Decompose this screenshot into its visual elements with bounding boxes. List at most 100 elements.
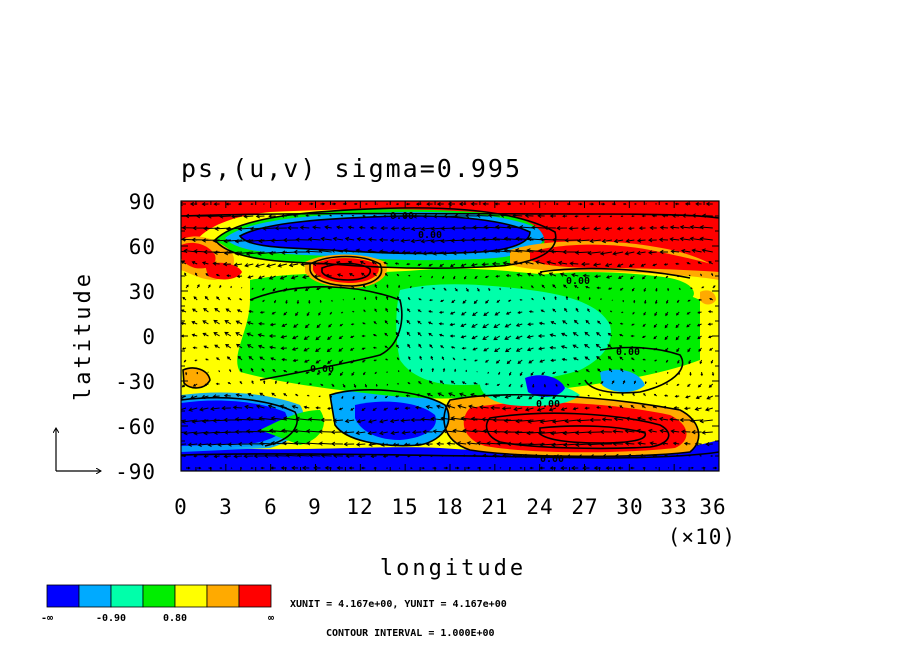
field-region [540,272,694,303]
wind-vector-head [187,466,191,470]
wind-vector-head [359,260,364,265]
wind-vector [235,418,254,421]
wind-vector-head [173,226,176,230]
wind-vector-head [593,466,598,471]
wind-vector [256,405,265,409]
wind-vector-head [517,441,522,447]
wind-vector [504,237,523,241]
wind-vector [453,429,467,433]
wind-vector-head [481,393,486,398]
wind-vector-head [379,430,384,436]
wind-vector-head [248,356,253,360]
wind-vector-head [318,395,321,398]
wind-vector-head [449,311,454,315]
wind-vector-head [396,383,399,385]
wind-vector-head [315,336,320,341]
wind-vector-head [268,213,273,219]
wind-vector-head [665,348,668,352]
wind-vector-head [324,225,329,230]
wind-vector-head [212,418,217,423]
wind-vector [292,405,299,409]
wind-vector [258,345,265,349]
wind-vector-head [304,324,309,329]
wind-vector-head [181,261,185,265]
wind-vector [235,239,254,243]
wind-vector [516,237,534,241]
wind-vector-head [590,382,593,385]
wind-vector [357,238,366,241]
wind-vector-head [270,440,275,446]
colorbar-label: 0.80 [163,613,187,624]
wind-vector-head [235,332,240,336]
wind-vector-head [409,368,412,372]
wind-vector-head [665,276,668,279]
wind-vector-head [504,323,509,328]
wind-vector-head [430,455,433,458]
wind-vector-head [416,393,420,397]
wind-vector-head [663,263,667,266]
wind-vector-head [512,213,517,218]
wind-vector-head [526,272,532,277]
wind-vector-head [686,336,690,341]
wind-vector-head [593,226,598,231]
wind-vector-head [351,214,354,217]
wind-vector-head [257,251,262,256]
wind-vector-head [338,336,342,340]
wind-vector-head [447,201,452,207]
wind-vector-head [430,355,434,359]
wind-vector-head [244,263,249,268]
wind-vector-head [395,455,398,458]
wind-vector-head [659,249,664,255]
wind-vector-head [674,202,678,206]
contour-line [329,389,450,447]
contour-labels: 0.00 0.00 0.00 0.00 0.00 0.00 0.00 [310,211,640,465]
wind-vector [660,430,669,433]
wind-vector-head [255,214,261,219]
wind-vector-head [257,333,262,338]
wind-vector-head [287,225,292,231]
wind-vector-head [452,428,457,434]
wind-vector-head [601,453,607,459]
wind-vector-head [643,313,646,316]
wind-vector [283,417,299,421]
contour-label: 0.00 [540,454,564,465]
wind-vector-head [621,311,623,314]
wind-vector-head [575,395,578,398]
wind-vector [345,237,355,241]
wind-vector-head [269,428,274,433]
wind-vector-head [542,296,546,300]
wind-vector-head [539,237,544,242]
wind-vector-head [356,236,361,242]
wind-vector [552,419,568,423]
wind-vector-head [364,385,368,388]
wind-vector-head [288,262,294,268]
wind-vector [602,239,612,243]
wind-vector [344,431,355,434]
wind-vector [258,334,265,337]
wind-vector-head [562,249,567,255]
wind-vector-head [502,261,507,266]
wind-vector [278,263,287,267]
wind-vector-head [449,263,454,267]
wind-vector-head [271,311,275,315]
wind-vector-head [245,429,251,434]
wind-vector-head [524,407,530,412]
wind-vector [245,405,254,409]
wind-vector-head [286,381,289,384]
wind-vector-head [395,319,399,323]
wind-vector-head [552,396,555,399]
wind-vector-head [312,261,317,267]
wind-vector-head [291,465,296,470]
wind-vector-head [589,238,594,244]
wind-vector-head [701,430,706,435]
wind-vector-head [661,441,666,446]
wind-vector [201,395,209,399]
wind-vector-head [327,360,331,365]
wind-vector [577,239,590,242]
wind-vector-head [338,360,343,365]
wind-vector-head [204,295,208,300]
wind-vector-head [313,274,318,279]
wind-vector-head [506,441,511,447]
wind-vector-head [224,320,229,324]
wind-vector-head [675,312,679,316]
